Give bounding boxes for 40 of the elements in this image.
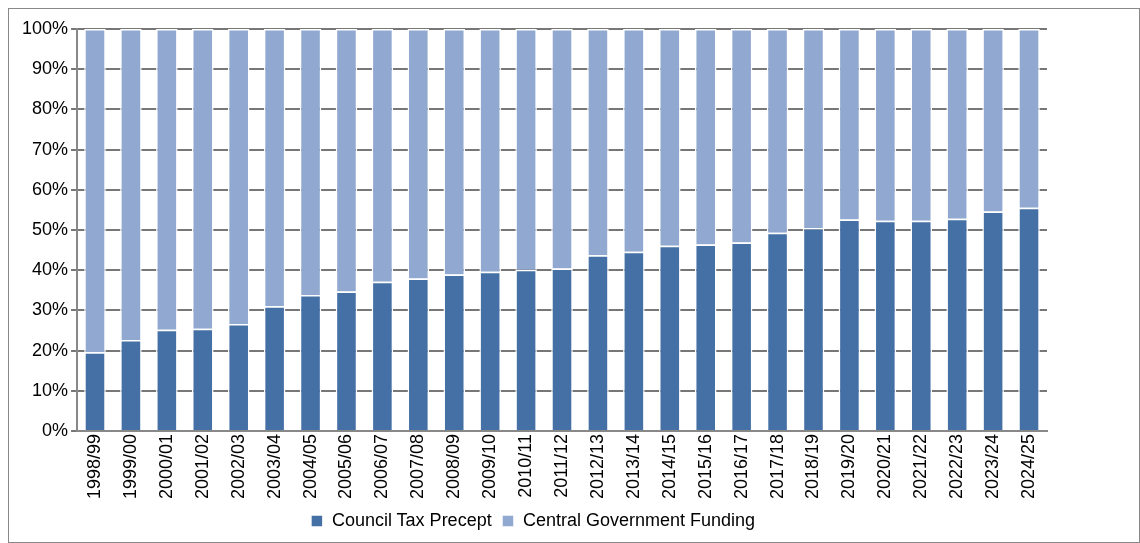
x-tick-label: 2023/24 bbox=[982, 433, 1003, 500]
y-tick-label: 40% bbox=[32, 259, 69, 280]
y-tick-label: 60% bbox=[32, 178, 69, 199]
x-tick-label: 2015/16 bbox=[694, 433, 715, 500]
x-tick-label: 2016/17 bbox=[730, 433, 751, 500]
y-tick-label: 100% bbox=[21, 17, 69, 38]
x-tick-label: 2001/02 bbox=[191, 433, 212, 500]
x-tick-label: 2003/04 bbox=[263, 433, 284, 500]
x-tick-label: 2012/13 bbox=[586, 433, 607, 500]
x-tick-label: 2007/08 bbox=[407, 433, 428, 500]
x-tick-label: 2013/14 bbox=[622, 433, 643, 500]
x-tick-label: 2020/21 bbox=[874, 433, 895, 500]
y-tick-label: 90% bbox=[32, 58, 69, 79]
x-tick-label: 1999/00 bbox=[119, 433, 140, 500]
x-tick-label: 2019/20 bbox=[838, 433, 859, 500]
x-tick-label: 2009/10 bbox=[479, 433, 500, 500]
y-tick-label: 80% bbox=[32, 98, 69, 119]
x-tick-label: 2018/19 bbox=[802, 433, 823, 500]
x-tick-label: 2005/06 bbox=[335, 433, 356, 500]
y-tick-label: 50% bbox=[32, 218, 69, 239]
x-tick-label: 2000/01 bbox=[155, 433, 176, 500]
x-tick-label: 2004/05 bbox=[299, 433, 320, 500]
x-tick-label: 2021/22 bbox=[910, 433, 931, 500]
y-tick-label: 20% bbox=[32, 339, 69, 360]
x-tick-label: 2008/09 bbox=[443, 433, 464, 500]
legend-label: Central Government Funding bbox=[522, 509, 756, 530]
x-tick-label: 2024/25 bbox=[1018, 433, 1039, 500]
x-tick-label: 2002/03 bbox=[227, 433, 248, 500]
x-tick-label: 2014/15 bbox=[658, 433, 679, 500]
y-tick-label: 0% bbox=[42, 419, 69, 440]
x-tick-label: 2011/12 bbox=[550, 433, 571, 498]
x-tick-label: 2017/18 bbox=[766, 433, 787, 500]
x-tick-label: 2010/11 bbox=[515, 433, 536, 498]
x-tick-label: 2006/07 bbox=[371, 433, 392, 500]
y-tick-label: 10% bbox=[32, 379, 69, 400]
x-tick-label: 1998/99 bbox=[83, 433, 104, 500]
x-tick-label: 2022/23 bbox=[946, 433, 967, 500]
y-tick-label: 30% bbox=[32, 299, 69, 320]
y-tick-label: 70% bbox=[32, 138, 69, 159]
legend-label: Council Tax Precept bbox=[331, 509, 492, 530]
